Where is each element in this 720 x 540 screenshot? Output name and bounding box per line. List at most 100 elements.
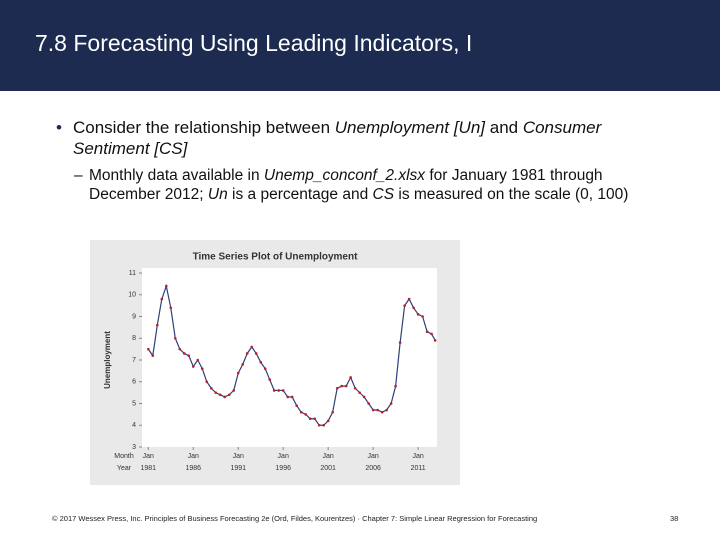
data-point	[349, 376, 352, 379]
data-point	[433, 339, 437, 342]
y-tick-label: 3	[132, 444, 136, 451]
data-point	[263, 367, 267, 370]
data-point	[272, 389, 276, 392]
data-point	[331, 410, 334, 414]
text: Unemployment [Un]	[334, 118, 486, 137]
data-point	[407, 297, 411, 301]
data-point	[416, 313, 420, 316]
data-point	[268, 378, 272, 381]
data-point	[236, 371, 240, 375]
text: Monthly data available in	[89, 167, 264, 184]
data-point	[385, 408, 388, 412]
data-point	[155, 323, 159, 327]
data-point	[173, 336, 177, 340]
text: Consider the relationship between	[73, 118, 335, 137]
data-point	[250, 345, 254, 349]
data-point	[344, 384, 348, 388]
page-number: 38	[670, 514, 679, 523]
data-point	[358, 391, 361, 394]
data-point	[376, 408, 379, 412]
x-tick-month: Jan	[188, 453, 199, 460]
y-tick-label: 11	[129, 270, 136, 277]
data-point	[412, 306, 415, 310]
text: and	[485, 118, 523, 137]
x-tick-month: Jan	[278, 453, 289, 460]
data-point	[169, 306, 173, 310]
x-tick-label: 2011	[411, 465, 426, 472]
footer-text: © 2017 Wessex Press, Inc. Principles of …	[52, 514, 538, 523]
chart-title: Time Series Plot of Unemployment	[193, 252, 359, 263]
data-point	[200, 367, 204, 370]
data-point	[259, 360, 263, 364]
x-row-label: Year	[117, 465, 132, 472]
x-tick-label: 1986	[185, 465, 201, 472]
data-point	[286, 395, 290, 399]
data-point	[353, 386, 357, 390]
text: is measured on the scale (0, 100)	[394, 186, 629, 203]
data-point	[430, 332, 433, 336]
text: Consumer Sentiment [CS]	[73, 118, 602, 158]
text: for January 1981 through December 2012;	[89, 167, 603, 203]
data-point	[299, 410, 303, 414]
y-tick-label: 5	[132, 400, 136, 407]
x-tick-label: 2006	[365, 465, 381, 472]
x-row-label: Month	[114, 453, 134, 460]
x-tick-month: Jan	[233, 453, 244, 460]
y-axis-label: Unemployment	[103, 331, 112, 389]
data-point	[209, 386, 213, 390]
data-point	[160, 297, 164, 301]
data-point	[227, 393, 231, 397]
data-point	[340, 384, 343, 388]
x-tick-month: Jan	[367, 453, 378, 460]
data-point	[218, 393, 222, 397]
y-tick-label: 10	[128, 292, 136, 299]
x-tick-month: Jan	[143, 453, 154, 460]
x-tick-label: 2001	[320, 465, 336, 472]
data-point	[317, 423, 321, 427]
text: Un	[207, 186, 228, 203]
data-point	[335, 386, 339, 390]
data-point	[403, 304, 406, 307]
data-point	[389, 402, 393, 405]
data-point	[295, 404, 298, 407]
data-point	[214, 391, 218, 394]
data-point	[241, 363, 245, 366]
data-point	[182, 352, 186, 355]
data-point	[398, 341, 402, 344]
header: 7.8 Forecasting Using Leading Indicators…	[0, 0, 720, 91]
data-point	[425, 330, 429, 334]
data-point	[308, 417, 312, 421]
data-point	[146, 347, 150, 351]
x-tick-month: Jan	[412, 453, 423, 460]
plot-area	[142, 268, 437, 447]
x-tick-label: 1996	[275, 465, 291, 472]
sub-bullet: Monthly data available in Unemp_conconf_…	[74, 166, 649, 204]
data-point	[281, 389, 285, 392]
y-tick-label: 6	[132, 379, 136, 386]
data-point	[223, 395, 227, 399]
data-point	[421, 315, 424, 318]
data-point	[187, 354, 191, 357]
data-point	[245, 352, 249, 355]
y-tick-label: 8	[132, 335, 136, 342]
x-tick-label: 1981	[141, 465, 157, 472]
y-tick-label: 9	[132, 313, 136, 320]
data-point	[322, 423, 325, 427]
data-point	[191, 365, 195, 368]
data-point	[205, 380, 209, 384]
data-point	[367, 402, 370, 405]
text: CS	[372, 186, 395, 203]
data-point	[254, 352, 258, 355]
data-point	[326, 419, 330, 423]
bullet: Consider the relationship between Unempl…	[56, 117, 633, 159]
text: is a percentage and	[227, 186, 373, 203]
data-point	[151, 354, 155, 357]
data-point	[371, 408, 375, 412]
data-point	[313, 417, 316, 421]
data-point	[277, 389, 281, 392]
data-point	[178, 347, 182, 351]
y-tick-label: 4	[132, 422, 136, 429]
data-point	[304, 413, 307, 416]
data-point	[164, 284, 168, 288]
